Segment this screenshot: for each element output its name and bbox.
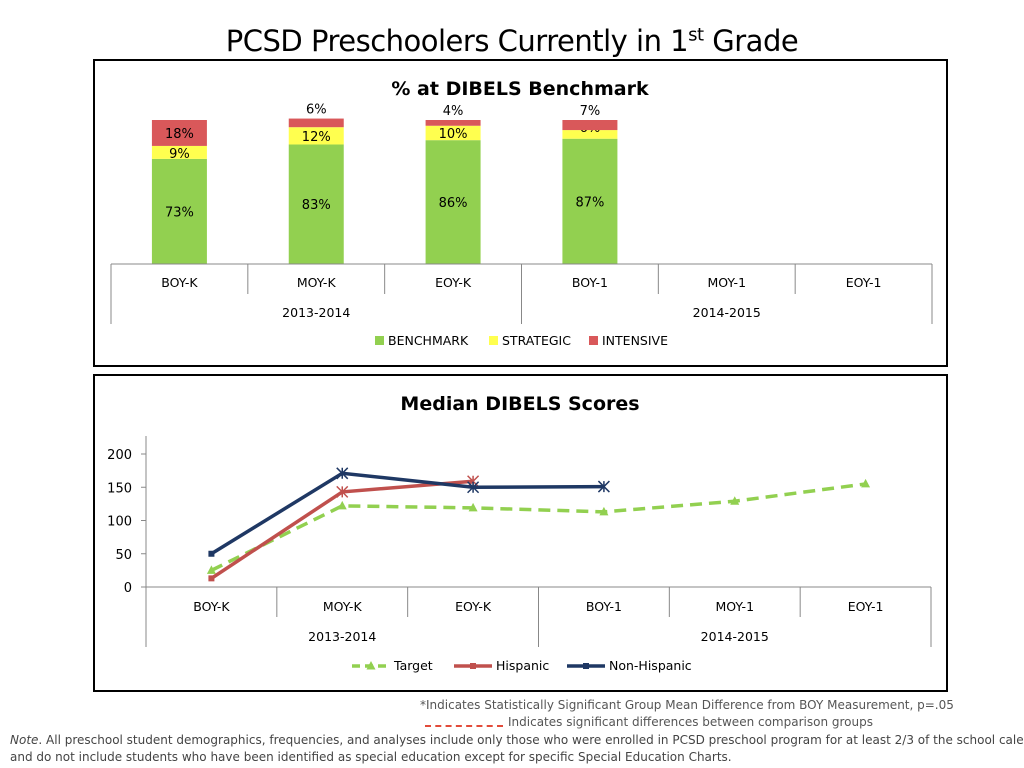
data-label: 87% xyxy=(575,195,604,210)
dashed-line-legend-mark xyxy=(425,725,503,727)
marker-hispanic xyxy=(208,575,215,582)
legend-label-benchmark: BENCHMARK xyxy=(388,333,469,348)
data-label: 83% xyxy=(302,198,331,213)
legend-label-target: Target xyxy=(393,658,433,673)
legend-marker-hispanic xyxy=(470,663,476,669)
y-tick-label: 150 xyxy=(107,481,132,496)
page-title: PCSD Preschoolers Currently in 1st Grade xyxy=(0,24,1024,58)
line-target xyxy=(210,482,866,572)
chart-title: % at DIBELS Benchmark xyxy=(391,78,649,100)
x-tick-label: BOY-K xyxy=(193,599,230,614)
x-group-label: 2013-2014 xyxy=(282,305,350,320)
bar-intensive-eoy-k xyxy=(425,120,481,126)
data-label: 86% xyxy=(439,196,468,211)
x-group-label: 2014-2015 xyxy=(693,305,761,320)
x-tick-label: EOY-1 xyxy=(848,599,884,614)
x-tick-label: MOY-K xyxy=(297,275,337,290)
y-tick-label: 100 xyxy=(107,515,132,530)
x-tick-label: BOY-K xyxy=(161,275,198,290)
benchmark-chart-panel: % at DIBELS Benchmark 73% 9% 18% 83% 12% 6% 86%… xyxy=(93,59,948,367)
bar-intensive-moy-k xyxy=(288,118,344,128)
y-tick-label: 50 xyxy=(115,548,132,563)
data-label: 10% xyxy=(439,127,468,142)
x-tick-label: EOY-1 xyxy=(846,275,882,290)
bar-intensive-boy-k xyxy=(151,120,207,146)
benchmark-stacked-bar-chart: % at DIBELS Benchmark 73% 9% 18% 83% 12% 6% 86%… xyxy=(110,78,933,348)
legend-label-non-hispanic: Non-Hispanic xyxy=(609,658,692,673)
line-non-hispanic xyxy=(210,471,604,556)
bar-strategic-moy-k xyxy=(288,127,344,145)
data-label: 12% xyxy=(302,130,331,145)
legend-label-strategic: STRATEGIC xyxy=(502,333,571,348)
footnote-line-1: . All preschool student demographics, fr… xyxy=(38,733,1024,747)
marker-target xyxy=(861,478,871,488)
bar-benchmark-eoy-k xyxy=(425,140,481,264)
legend-swatch-intensive xyxy=(589,336,598,345)
median-scores-chart-panel: Median DIBELS Scores 0 50 100 150 200 BOY-K MOY… xyxy=(93,374,948,692)
marker-non-hispanic xyxy=(336,467,349,480)
x-tick-label: MOY-1 xyxy=(715,599,754,614)
legend-marker-non-hispanic xyxy=(583,663,589,669)
bar-benchmark-boy-k xyxy=(151,158,207,264)
marker-hispanic xyxy=(336,485,349,498)
median-scores-line-chart: Median DIBELS Scores 0 50 100 150 200 BOY-K MOY… xyxy=(107,393,932,673)
data-label: 6% xyxy=(306,103,327,118)
data-label: 4% xyxy=(443,104,464,119)
marker-target xyxy=(206,565,216,574)
data-label: 7% xyxy=(580,104,601,119)
x-group-label: 2013-2014 xyxy=(308,629,376,644)
x-tick-label: EOY-K xyxy=(455,599,492,614)
bar-benchmark-boy-1 xyxy=(562,138,618,264)
legend-marker-target xyxy=(366,661,376,670)
marker-non-hispanic xyxy=(467,481,480,494)
bar-strategic-eoy-k xyxy=(425,125,481,141)
x-tick-label: EOY-K xyxy=(435,275,472,290)
marker-target xyxy=(599,506,609,516)
legend-swatch-strategic xyxy=(489,336,498,345)
page-title-main: PCSD Preschoolers Currently in 1 xyxy=(225,24,689,58)
data-label: 18% xyxy=(165,127,194,142)
x-group-label: 2014-2015 xyxy=(701,629,769,644)
x-tick-label: MOY-K xyxy=(323,599,363,614)
bar-strategic-boy-1 xyxy=(562,130,618,139)
dashed-line-note: Indicates significant differences betwee… xyxy=(508,715,873,729)
bar-benchmark-moy-k xyxy=(288,144,344,264)
page-title-superscript: st xyxy=(688,24,704,46)
bar-intensive-boy-1 xyxy=(562,120,618,131)
marker-non-hispanic xyxy=(208,550,215,557)
bar-strategic-boy-k xyxy=(151,145,207,159)
significance-note: *Indicates Statistically Significant Gro… xyxy=(420,698,954,712)
marker-non-hispanic xyxy=(597,480,610,493)
footnote-line-2: and do not include students who have bee… xyxy=(10,750,732,764)
x-tick-label: MOY-1 xyxy=(707,275,746,290)
marker-target xyxy=(730,496,740,505)
marker-target xyxy=(337,500,347,510)
marker-target xyxy=(468,502,478,512)
data-label: 73% xyxy=(165,205,194,220)
legend-label-hispanic: Hispanic xyxy=(496,658,549,673)
page-title-end: Grade xyxy=(703,24,799,58)
y-tick-label: 0 xyxy=(124,581,132,596)
legend-label-intensive: INTENSIVE xyxy=(602,333,668,348)
footnote: Note. All preschool student demographics… xyxy=(10,732,1024,766)
y-tick-label: 200 xyxy=(107,448,132,463)
legend-swatch-benchmark xyxy=(375,336,384,345)
chart-title: Median DIBELS Scores xyxy=(400,393,639,415)
x-tick-label: BOY-1 xyxy=(572,275,608,290)
x-tick-label: BOY-1 xyxy=(586,599,622,614)
footnote-label: Note xyxy=(10,733,39,747)
data-label: 9% xyxy=(169,147,190,162)
